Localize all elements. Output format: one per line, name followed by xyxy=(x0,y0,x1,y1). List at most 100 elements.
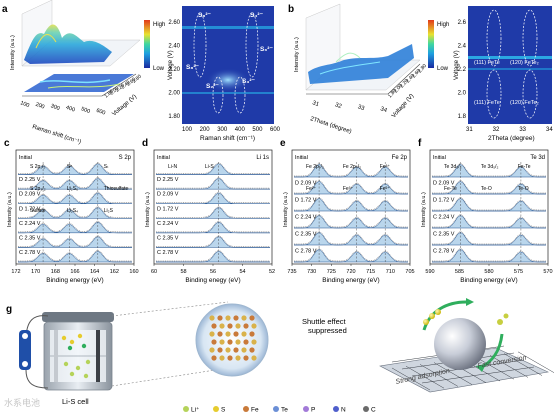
tick-label: 100 xyxy=(19,100,30,109)
tick-label: 2.20 xyxy=(168,67,180,73)
peak-annotation: Li-S xyxy=(205,164,215,170)
graphene-bond xyxy=(475,356,515,380)
graphene-bond xyxy=(433,362,473,385)
spectrum-row xyxy=(155,192,271,204)
lattice-atom xyxy=(217,315,223,321)
panel-a: a Intensity (a.u.) Raman shift (cm⁻¹) Vo… xyxy=(2,0,281,146)
raw-data-row xyxy=(432,213,546,228)
x-tick-label: 570 xyxy=(543,269,552,275)
panel-e-header-left: Initial xyxy=(295,155,308,161)
li-s-cell-illustration: Li-S cell xyxy=(19,312,114,406)
tick-label: 2.40 xyxy=(120,80,131,91)
spectrum-row xyxy=(294,181,408,195)
lattice-atom xyxy=(217,331,223,337)
raw-data-row xyxy=(432,162,546,177)
lattice-atom xyxy=(235,323,241,329)
particle xyxy=(77,333,83,339)
tick-label: 2.2 xyxy=(458,67,467,73)
x-tick-label: 725 xyxy=(327,269,336,275)
panel-b-map: (111) FeTe (120) FeTe₂ (111) FeTe (120) … xyxy=(454,6,553,142)
raw-data-row xyxy=(156,176,270,189)
spectrum-row xyxy=(155,236,271,248)
spectrum-row xyxy=(155,207,271,219)
lattice-atom xyxy=(235,355,241,361)
panel-d-header-left: Initial xyxy=(157,155,170,161)
row-label: C 2.78 V xyxy=(295,249,317,255)
row-label: D 2.09 V xyxy=(295,181,317,187)
spectrum-row xyxy=(294,198,408,212)
peak-annotation: Li₂S xyxy=(104,208,114,214)
row-label: C 2.78 V xyxy=(19,250,41,256)
raw-data-row xyxy=(432,179,546,194)
peak-annotation: Li₂S₄ xyxy=(67,208,78,214)
lattice-atom xyxy=(233,347,239,353)
panel-f-header-right: Te 3d xyxy=(530,155,545,161)
map-label-s8-top: S₈²⁻ xyxy=(198,12,212,19)
panel-d-xlabel: Binding enegy (eV) xyxy=(185,277,240,284)
x-tick-label: 172 xyxy=(11,269,20,275)
x-tick-label: 730 xyxy=(307,269,316,275)
x-tick-label: 56 xyxy=(210,269,216,275)
spectrum-row xyxy=(17,236,133,248)
spectrum-row xyxy=(294,164,408,178)
row-label: C 2.24 V xyxy=(157,221,179,227)
peak-annotation: Te 3d₃/₂ xyxy=(444,164,462,170)
legend-swatch xyxy=(303,406,309,412)
lattice-atom xyxy=(233,331,239,337)
lattice-atom xyxy=(227,355,233,361)
legend-swatch xyxy=(363,406,369,412)
panel-d-ylabel: Intensity (a.u.) xyxy=(145,192,151,227)
peak-annotation: Te 3d₅/₂ xyxy=(481,164,499,170)
map-b-label-feteb-top: (111) FeTe xyxy=(474,60,500,66)
lattice-atom xyxy=(251,355,257,361)
map-b-label-fete2-top: (120) FeTe₂ xyxy=(510,60,539,66)
spectrum-row xyxy=(18,250,132,263)
graphene-bond xyxy=(405,365,445,389)
panel-a-map-xlabel: Raman shift (cm⁻¹) xyxy=(200,135,255,142)
peak-annotation: S 2p₁/₂ xyxy=(30,164,45,170)
row-label: D 1.72 V xyxy=(433,198,455,204)
panel-a-colorbar-high: High xyxy=(153,22,165,28)
tick-label: 2.00 xyxy=(168,91,180,97)
tick-label: 400 xyxy=(65,105,76,114)
panel-b-map-area xyxy=(468,6,552,124)
peak-annotation: Fe 2p₃/₂ xyxy=(343,164,361,170)
peak-annotation: Fe-Te xyxy=(444,186,457,192)
legend-label: Li⁺ xyxy=(191,407,200,414)
row-label: C 2.78 V xyxy=(157,250,179,256)
peak-annotation: Fe-Te xyxy=(518,164,531,170)
tick-label: 33 xyxy=(357,104,366,112)
panel-f-xlabel: Binding energy (eV) xyxy=(460,277,517,284)
tick-label: 33 xyxy=(519,127,526,133)
x-tick-label: 60 xyxy=(151,269,157,275)
spectrum-row xyxy=(294,232,408,246)
x-tick-label: 164 xyxy=(90,269,99,275)
spectrum-row xyxy=(294,215,408,229)
map-label-s2: S₂²⁻ xyxy=(206,83,219,90)
raw-data-row xyxy=(156,220,270,233)
raw-data-row xyxy=(156,191,270,203)
catalyst-magnifier xyxy=(195,303,269,377)
panel-b-surface-xticks: 31 32 33 34 xyxy=(311,100,388,114)
tick-label: 2.80 xyxy=(131,74,142,85)
lattice-atom xyxy=(235,339,241,345)
map-b-label-fete-bottom: (111) FeTe xyxy=(474,100,500,106)
graphene-bond xyxy=(421,366,535,384)
row-label: D 2.09 V xyxy=(157,192,179,198)
tick-label: 2.60 xyxy=(411,68,422,79)
legend-label: S xyxy=(221,407,226,414)
panel-a-colorbar: High Low xyxy=(144,20,165,72)
spectrum-row xyxy=(17,207,133,219)
lattice-atom xyxy=(243,339,249,345)
tick-label: 2.6 xyxy=(458,20,467,26)
tick-label: 300 xyxy=(217,127,228,133)
legend-swatch xyxy=(273,406,279,412)
tick-label: 1.80 xyxy=(387,88,398,99)
spectrum-row xyxy=(432,231,546,246)
legend-swatch xyxy=(213,406,219,412)
tick-label: 2.20 xyxy=(399,78,410,89)
tick-label: 34 xyxy=(379,106,388,114)
spectrum-row xyxy=(294,249,408,263)
legend-swatch xyxy=(333,406,339,412)
